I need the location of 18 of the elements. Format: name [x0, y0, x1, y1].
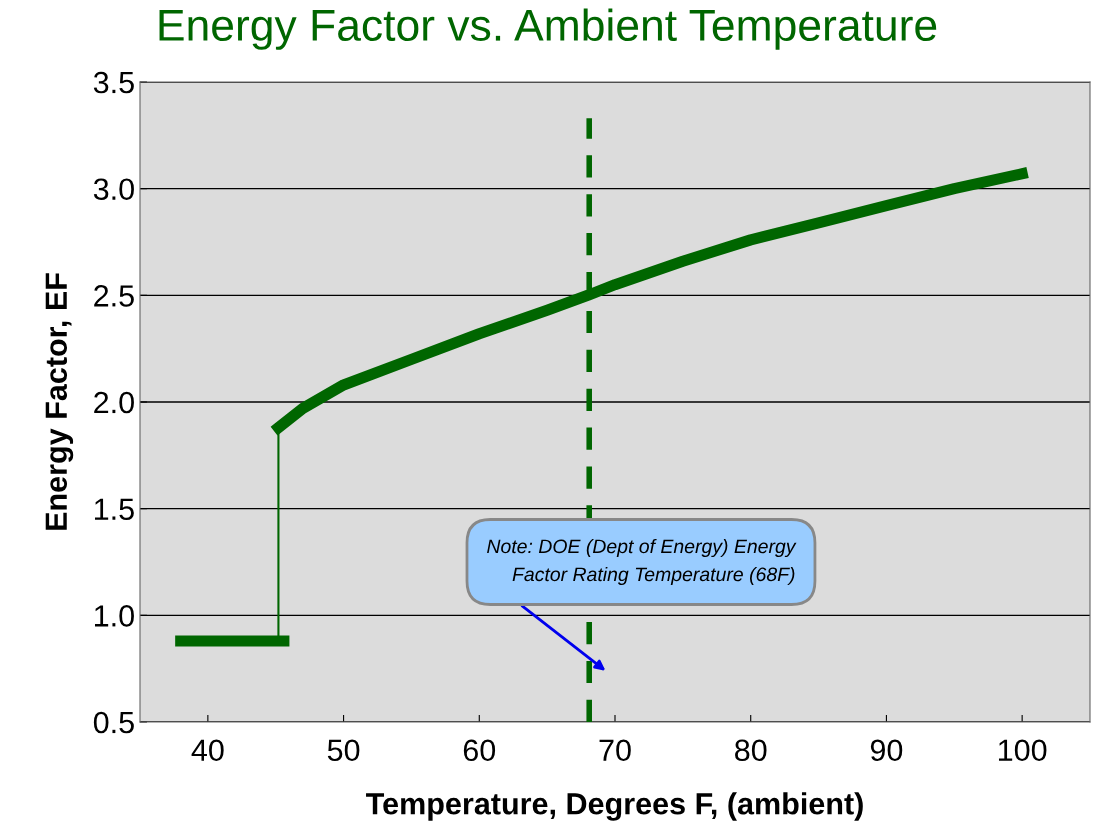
y-tick-label: 2.0: [94, 391, 134, 414]
y-tick-label: 3.0: [93, 178, 134, 201]
y-tick-label: 3.5: [93, 71, 134, 94]
x-tick-label: 70: [599, 739, 631, 762]
x-tick-label: 40: [191, 739, 224, 762]
y-tick-label: 0.5: [93, 711, 134, 734]
x-tick-label: 80: [735, 739, 767, 762]
x-axis-title: Temperature, Degrees F, (ambient): [366, 792, 863, 821]
y-tick-label: 2.5: [94, 285, 134, 307]
y-tick-label: 1.5: [95, 498, 134, 521]
x-tick-label: 100: [998, 739, 1047, 762]
x-tick-label: 60: [463, 739, 496, 762]
annotation: Note: DOE (Dept of Energy) Energy Factor Rating Temperature (68F): [487, 538, 797, 586]
y-tick-label: 1.0: [95, 605, 134, 627]
x-tick-label: 90: [870, 739, 903, 762]
chart-title: Energy Factor vs. Ambient Temperature: [159, 8, 937, 50]
y-axis-title: Energy Factor, EF: [45, 273, 74, 530]
x-tick-label: 50: [327, 739, 360, 762]
